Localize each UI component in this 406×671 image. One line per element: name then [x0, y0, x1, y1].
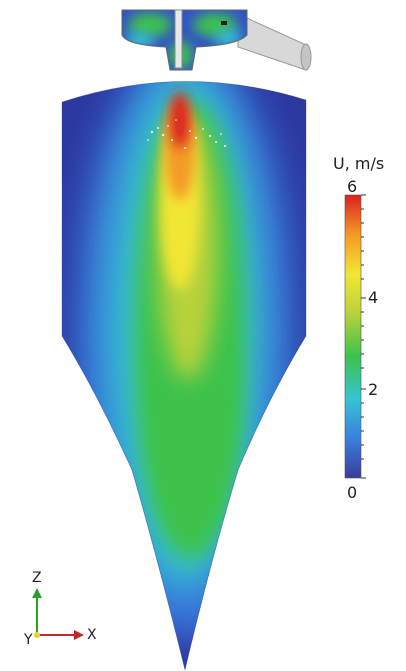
legend-tick-label: 0 [347, 483, 358, 502]
header-slot-icon [221, 21, 227, 25]
y-axis-label: Y [24, 632, 33, 648]
legend-tick-label: 6 [347, 177, 358, 196]
z-axis-label: Z [32, 570, 42, 586]
legend-title: U, m/s [333, 154, 385, 173]
outlet-pipe [237, 13, 307, 71]
legend-tick-label: 2 [368, 380, 379, 399]
y-axis-dot [34, 632, 40, 638]
legend-colorbar [344, 194, 362, 479]
legend-minor-ticks [361, 194, 366, 479]
legend-tick-label: 4 [368, 288, 379, 307]
x-axis-arrow-icon [74, 630, 84, 640]
velocity-domain [62, 81, 306, 670]
z-axis-arrow-icon [32, 588, 42, 598]
particle-speckles [147, 119, 227, 149]
inlet-header [122, 10, 247, 70]
axis-triad [32, 588, 84, 640]
outlet-pipe-end [300, 43, 312, 71]
center-tube [174, 9, 183, 69]
inlet-header-outline [121, 9, 248, 71]
domain-outline [61, 81, 307, 671]
x-axis-label: X [87, 627, 97, 643]
